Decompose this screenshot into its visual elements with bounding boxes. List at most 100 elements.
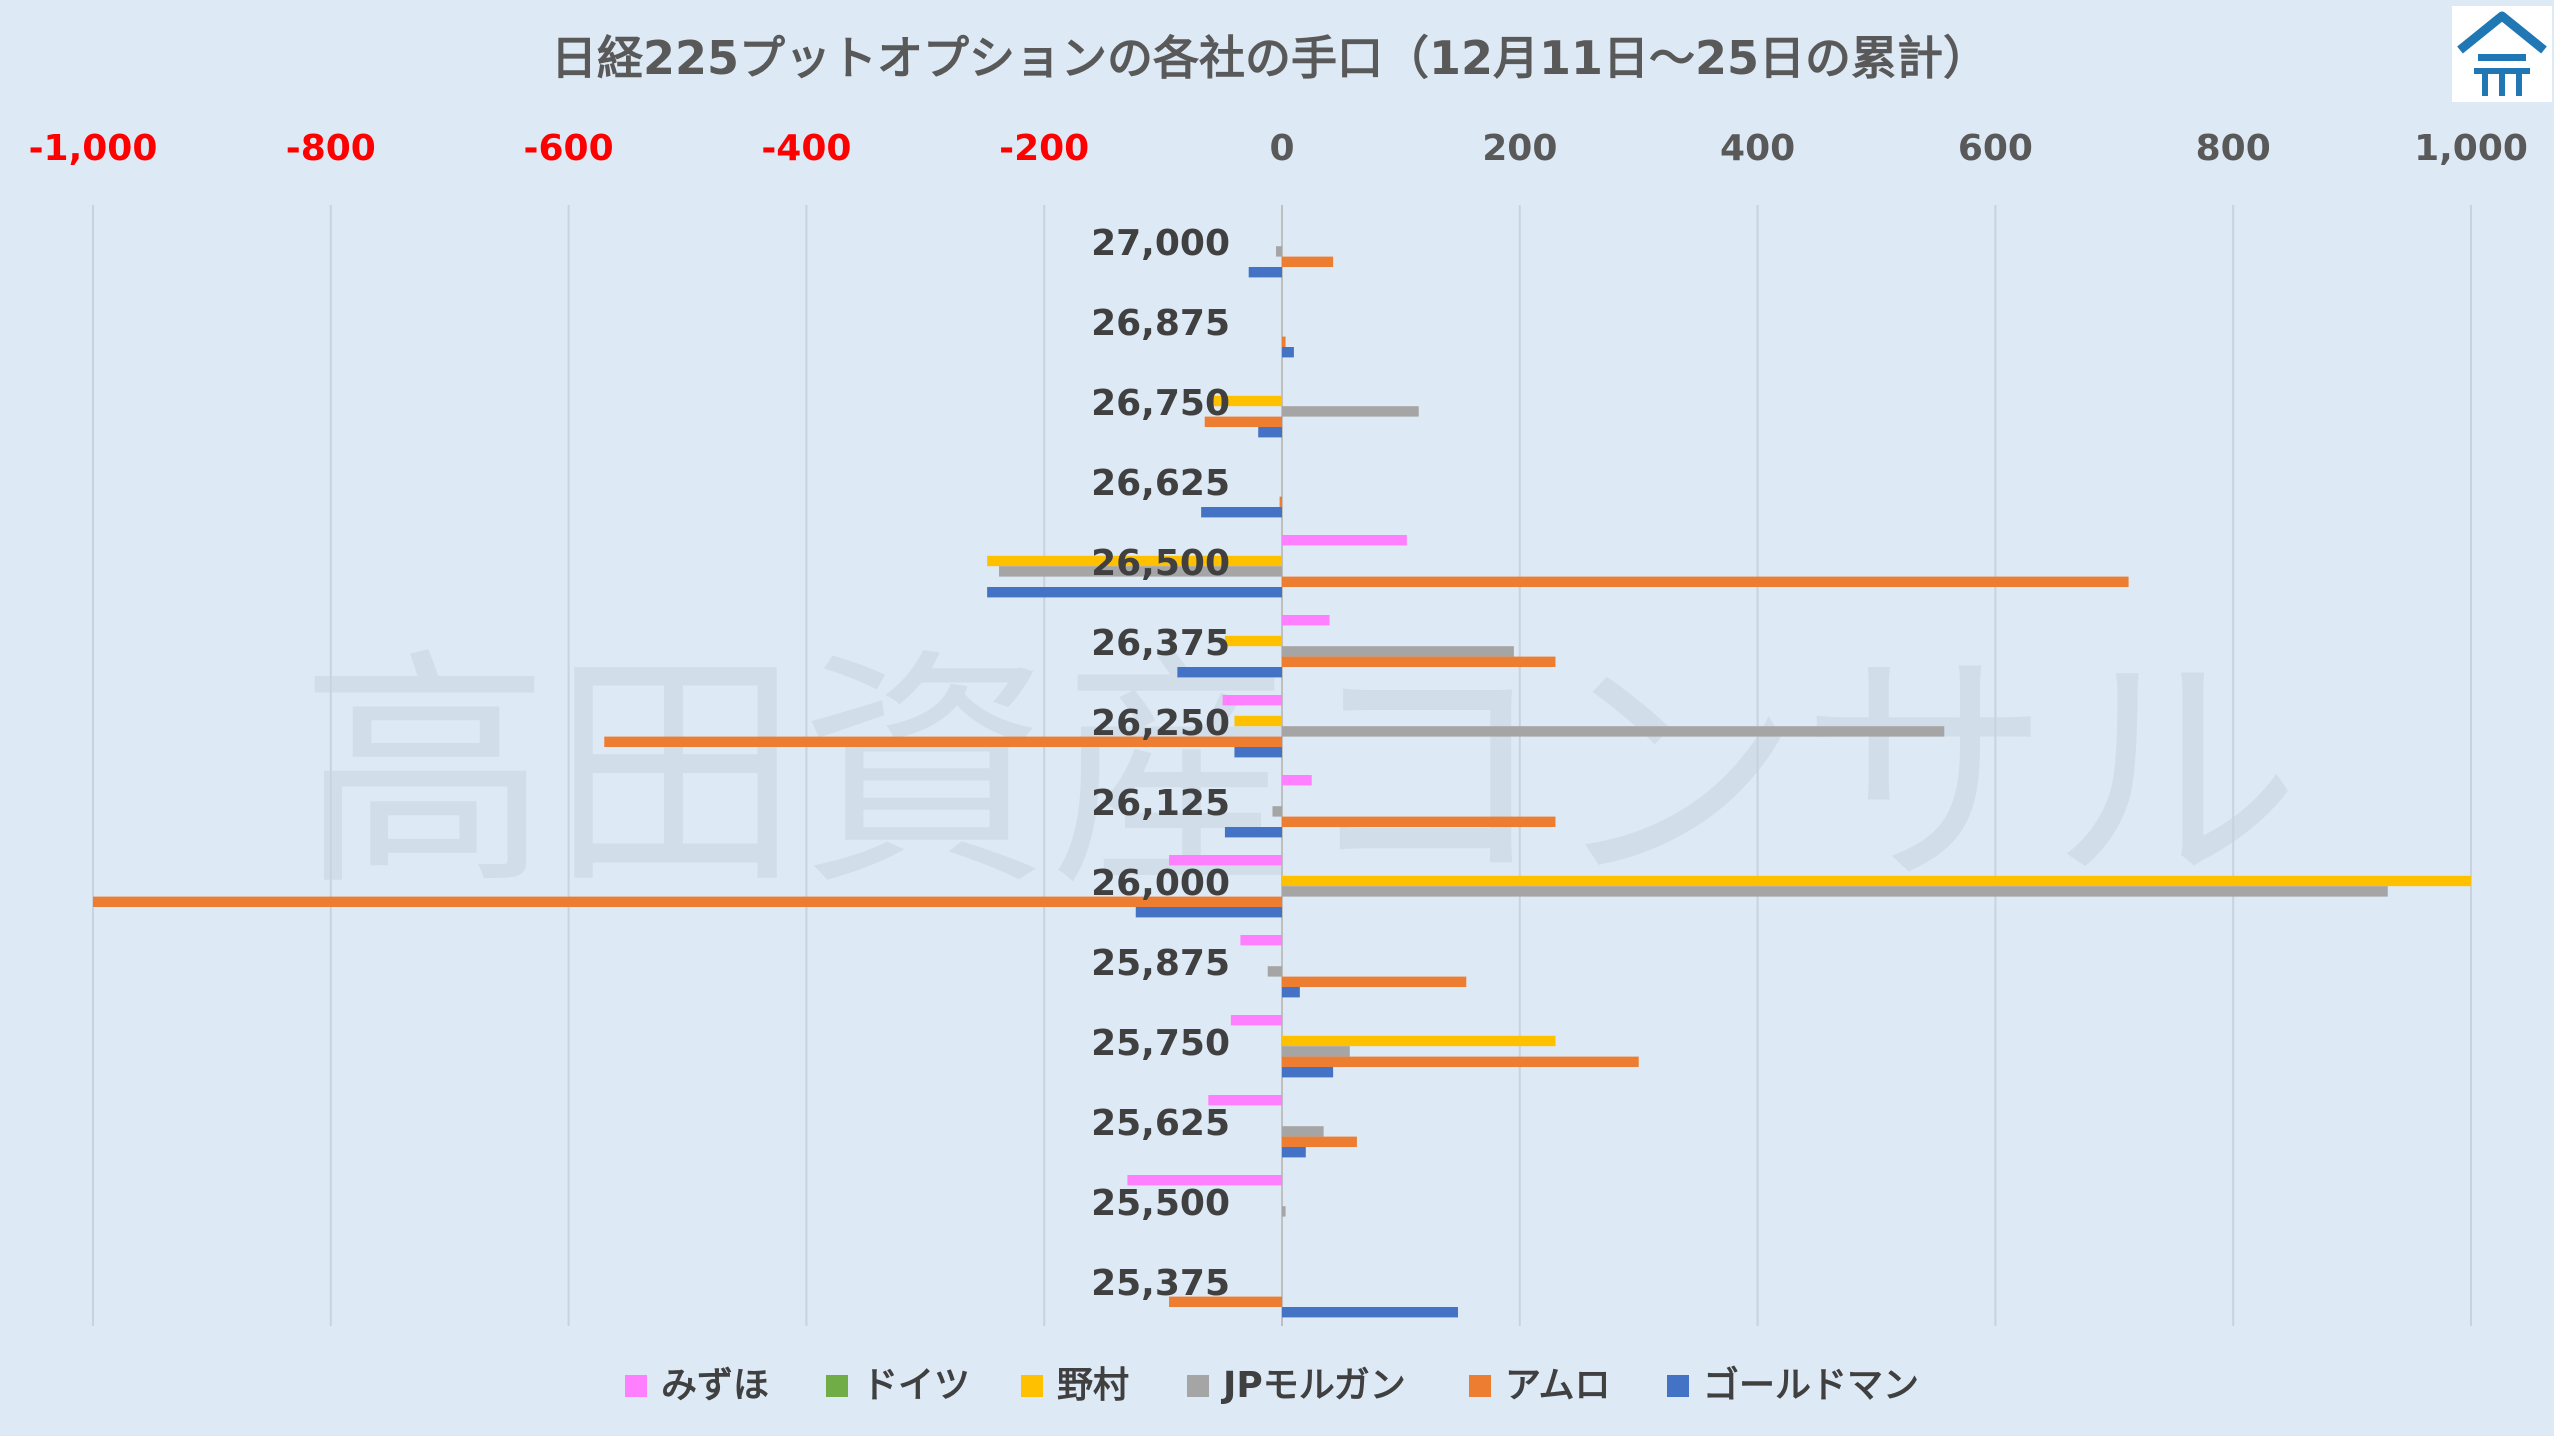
bar <box>1282 1046 1350 1057</box>
bar <box>1282 816 1556 827</box>
bar <box>1282 336 1286 347</box>
bar <box>1240 935 1282 946</box>
bar <box>1224 635 1282 647</box>
bar <box>1282 726 1945 737</box>
bar <box>1282 1126 1324 1137</box>
bar <box>1282 1035 1556 1047</box>
category-label: 25,375 <box>1091 1263 1230 1304</box>
x-tick-label: 400 <box>1720 128 1795 169</box>
category-label: 26,500 <box>1091 543 1230 584</box>
category-label: 25,625 <box>1091 1103 1230 1144</box>
x-tick-label: 200 <box>1482 128 1557 169</box>
legend-item: ゴールドマン <box>1667 1364 1919 1406</box>
bar <box>1204 416 1282 427</box>
x-tick-label: -400 <box>761 128 851 169</box>
chart-title: 日経225プットオプションの各社の手口（12月11日〜25日の累計） <box>551 31 1989 85</box>
category-label: 26,375 <box>1091 623 1230 664</box>
bar <box>1282 775 1312 786</box>
bar <box>1282 646 1514 657</box>
category-label: 26,750 <box>1091 383 1230 424</box>
category-label: 26,125 <box>1091 783 1230 824</box>
bar <box>1282 1056 1639 1067</box>
bar <box>1276 246 1282 257</box>
house-logo-icon <box>2452 6 2552 102</box>
legend-swatch <box>1021 1375 1043 1397</box>
bar <box>1282 1206 1286 1217</box>
bar <box>987 587 1282 598</box>
category-labels: 27,000 26,875 26,750 26,625 26,500 26,375 26,2… <box>1091 223 1230 1304</box>
category-label: 26,000 <box>1091 863 1230 904</box>
bar <box>1208 1095 1282 1106</box>
bar <box>1210 395 1282 407</box>
bar <box>1282 976 1467 987</box>
bar <box>1282 987 1300 998</box>
legend-label: 野村 <box>1057 1365 1129 1406</box>
bar <box>1127 1175 1282 1186</box>
legend-swatch <box>625 1375 647 1397</box>
bars <box>93 246 2471 1318</box>
legend-label: JPモルガン <box>1220 1365 1406 1406</box>
legend: みずほ ドイツ 野村 JPモルガン アムロ ゴールドマン <box>625 1364 1919 1406</box>
x-tick-label: 800 <box>2196 128 2271 169</box>
bar <box>1282 347 1294 358</box>
bar <box>1282 535 1407 546</box>
x-tick-label: -200 <box>999 128 1089 169</box>
category-label: 26,625 <box>1091 463 1230 504</box>
watermark-text: 高田資産コンサル <box>300 628 2300 919</box>
bar <box>1282 886 2388 897</box>
bar <box>1169 1296 1282 1307</box>
x-tick-label: -800 <box>286 128 376 169</box>
bar <box>93 896 1282 907</box>
bar <box>1282 1147 1306 1158</box>
bar <box>1272 806 1282 817</box>
x-tick-label: -1,000 <box>29 128 158 169</box>
bar <box>1282 1136 1357 1147</box>
gridlines <box>92 205 2472 1326</box>
bar <box>1222 695 1282 706</box>
bar <box>1282 656 1556 667</box>
bar <box>1267 966 1282 977</box>
legend-item: ドイツ <box>826 1365 970 1406</box>
legend-label: ドイツ <box>862 1365 970 1406</box>
category-label: 27,000 <box>1091 223 1230 264</box>
x-axis-ticks: -1,000 -800 -600 -400 -200 0 200 400 600 800 1,000 <box>29 128 2528 169</box>
legend-item: JPモルガン <box>1187 1365 1406 1406</box>
bar <box>1282 406 1419 417</box>
bar <box>1169 855 1282 866</box>
bar <box>604 736 1282 747</box>
legend-label: ゴールドマン <box>1703 1364 1919 1406</box>
x-tick-label: 1,000 <box>2414 128 2528 169</box>
bar <box>987 555 1282 567</box>
legend-swatch <box>1667 1375 1689 1397</box>
bar <box>1201 507 1282 518</box>
bar <box>1224 827 1282 838</box>
category-label: 25,500 <box>1091 1183 1230 1224</box>
legend-swatch <box>1187 1375 1209 1397</box>
legend-label: みずほ <box>661 1365 769 1406</box>
bar <box>1282 1067 1334 1078</box>
bar <box>1279 496 1282 507</box>
bar <box>1258 427 1282 438</box>
legend-item: アムロ <box>1469 1365 1610 1406</box>
x-tick-label: -600 <box>524 128 614 169</box>
x-tick-label: 600 <box>1958 128 2033 169</box>
bar <box>1248 267 1282 278</box>
bar <box>1282 615 1330 626</box>
bar <box>1282 875 2471 887</box>
category-label: 25,875 <box>1091 943 1230 984</box>
bar <box>1230 1015 1282 1026</box>
bar <box>1234 715 1282 727</box>
legend-swatch <box>826 1375 848 1397</box>
bar <box>1282 1307 1458 1318</box>
legend-swatch <box>1469 1375 1491 1397</box>
bar <box>1282 256 1334 267</box>
bar <box>1177 667 1282 678</box>
bar <box>1234 747 1282 758</box>
legend-item: 野村 <box>1021 1365 1129 1406</box>
category-label: 26,875 <box>1091 303 1230 344</box>
category-label: 25,750 <box>1091 1023 1230 1064</box>
bar <box>999 566 1282 577</box>
bar <box>1282 576 2129 587</box>
